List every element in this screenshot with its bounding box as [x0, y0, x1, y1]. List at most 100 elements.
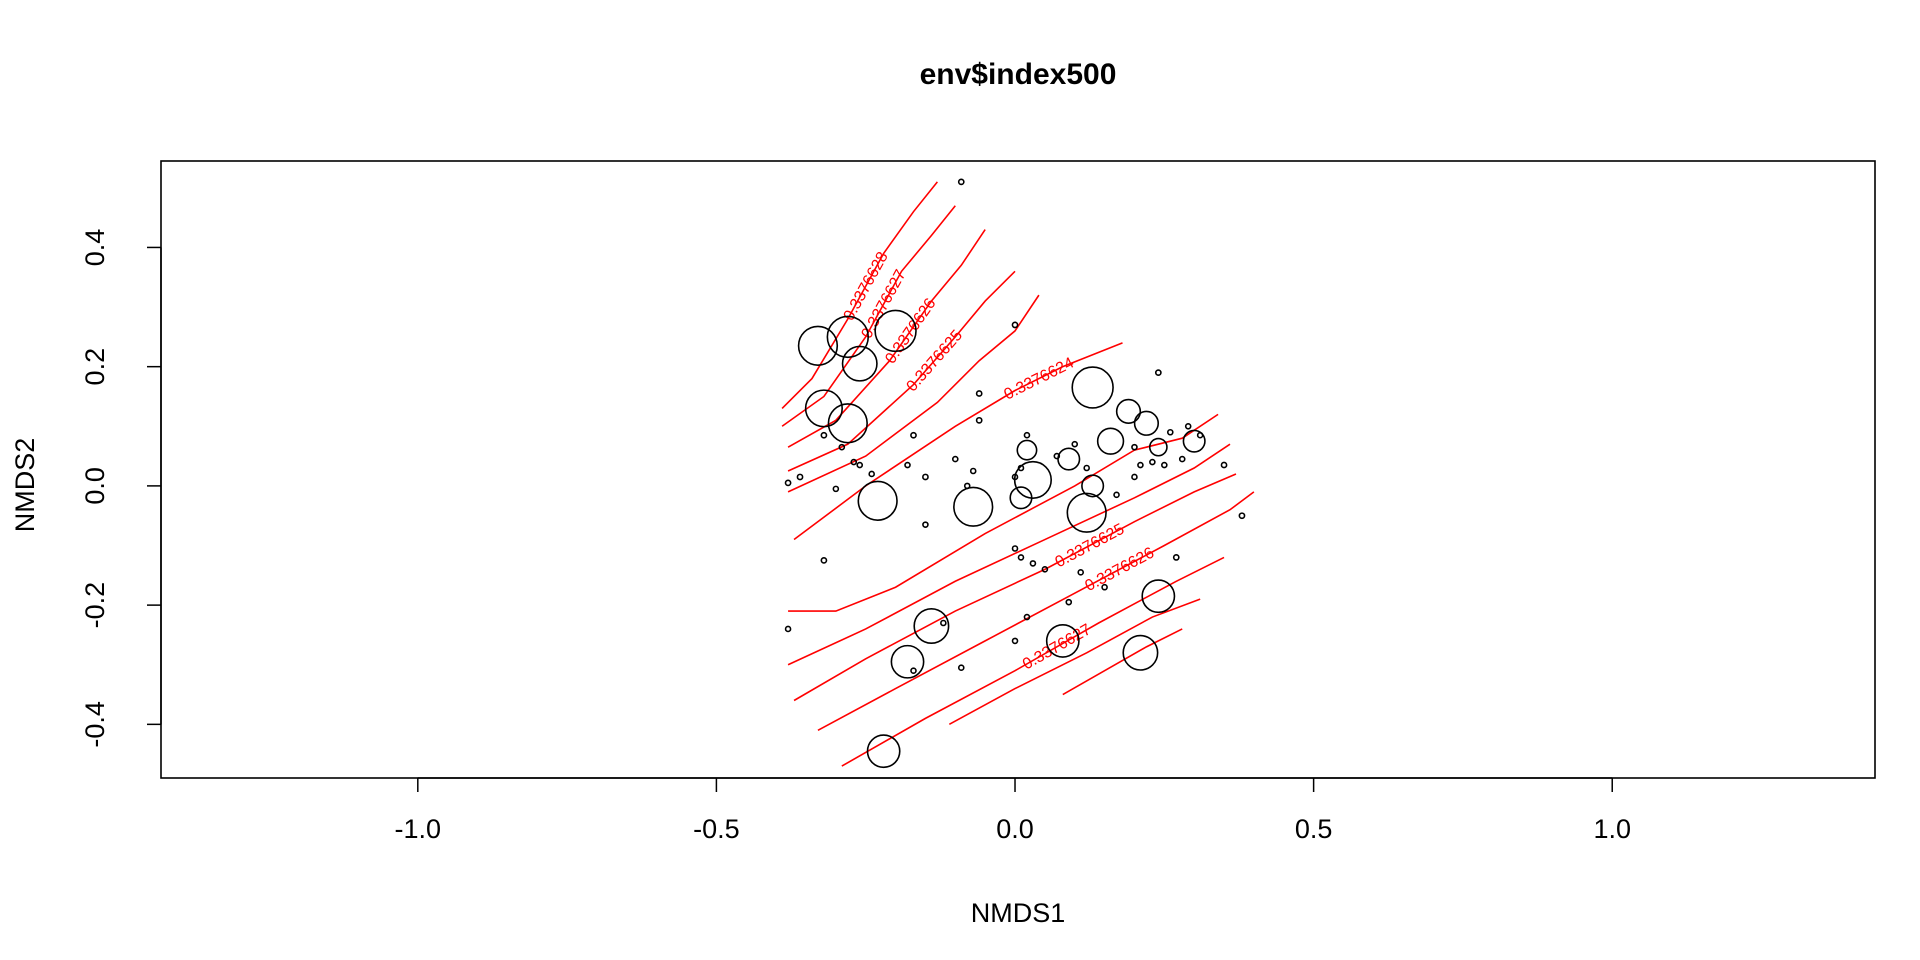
data-point	[874, 309, 917, 353]
data-point	[1071, 366, 1114, 409]
data-point	[850, 458, 858, 466]
y-tick-label: -0.4	[80, 701, 110, 748]
data-point	[1066, 492, 1107, 533]
data-point	[1011, 545, 1019, 552]
data-point	[841, 345, 878, 382]
data-point	[910, 431, 917, 439]
data-point	[1077, 569, 1085, 576]
x-tick-label: 1.0	[1593, 814, 1631, 844]
data-point	[1011, 473, 1019, 481]
data-point	[827, 403, 868, 444]
contour-line	[787, 443, 1231, 666]
contour-line	[948, 598, 1201, 726]
data-point	[1141, 579, 1176, 614]
data-point	[832, 485, 840, 493]
data-point	[820, 557, 828, 564]
data-point	[1017, 554, 1025, 561]
contour-line	[1062, 628, 1183, 696]
data-point	[1137, 461, 1144, 469]
data-point	[1113, 491, 1120, 499]
data-point	[1149, 458, 1156, 466]
data-point	[1131, 443, 1138, 451]
data-point	[1096, 427, 1125, 455]
data-point	[1154, 369, 1162, 377]
data-point	[1101, 583, 1108, 591]
data-point	[1182, 429, 1206, 453]
data-point	[1017, 464, 1025, 472]
data-point	[1148, 437, 1168, 457]
data-point	[804, 389, 843, 428]
data-point	[1045, 623, 1080, 658]
data-point	[1184, 422, 1192, 430]
data-point	[1220, 461, 1228, 469]
contour-line	[788, 413, 1219, 612]
data-point	[957, 178, 965, 186]
data-point	[1122, 634, 1159, 671]
plot-frame	[160, 160, 1876, 779]
data-point	[1178, 455, 1186, 463]
data-point	[820, 431, 828, 439]
contour-line	[841, 556, 1225, 767]
data-points	[784, 178, 1246, 769]
x-axis-label: NMDS1	[971, 898, 1066, 928]
data-point	[969, 467, 977, 475]
data-point	[1071, 440, 1079, 448]
data-point	[838, 443, 846, 451]
contour-line	[781, 181, 939, 409]
data-point	[913, 607, 950, 644]
data-point	[1011, 637, 1019, 645]
chart-title: env$index500	[920, 58, 1117, 91]
data-point	[857, 480, 898, 521]
data-point	[904, 461, 911, 469]
contour-line	[787, 270, 1016, 472]
data-point	[856, 461, 864, 469]
data-point	[922, 521, 929, 528]
data-point	[1083, 464, 1090, 472]
data-point	[890, 644, 925, 679]
data-point	[1029, 560, 1037, 567]
y-axis-label: NMDS2	[10, 438, 40, 533]
data-point	[1016, 439, 1038, 461]
data-point	[1166, 428, 1174, 436]
data-point	[957, 664, 965, 672]
data-point	[1041, 566, 1049, 573]
contour-line	[781, 205, 956, 427]
data-point	[1011, 321, 1019, 329]
y-tick-label: 0.2	[80, 348, 110, 386]
data-point	[1115, 398, 1142, 425]
data-point	[1133, 410, 1160, 436]
y-tick-label: 0.0	[80, 467, 110, 505]
data-point	[1161, 461, 1168, 469]
data-point	[975, 416, 983, 424]
data-point	[826, 315, 870, 359]
data-point	[922, 473, 929, 481]
y-tick-label: 0.4	[80, 229, 110, 267]
data-point	[1053, 452, 1061, 460]
data-point	[796, 473, 804, 481]
data-point	[1009, 486, 1033, 510]
x-tick-label: -0.5	[693, 814, 740, 844]
data-point	[940, 619, 947, 627]
data-point	[1238, 512, 1246, 520]
contour-line	[817, 491, 1255, 732]
contour-line	[787, 294, 1040, 493]
data-point	[951, 455, 959, 463]
data-point	[910, 667, 917, 674]
y-tick-label: -0.2	[80, 582, 110, 629]
data-point	[1065, 598, 1073, 606]
data-point	[1131, 473, 1138, 481]
data-point	[784, 625, 792, 633]
data-point	[1196, 431, 1204, 439]
data-point	[1023, 613, 1031, 621]
x-tick-label: 0.0	[996, 814, 1034, 844]
x-tick-label: -1.0	[395, 814, 442, 844]
contour-line	[793, 473, 1237, 702]
data-point	[868, 470, 875, 478]
x-tick-label: 0.5	[1295, 814, 1333, 844]
data-point	[797, 325, 839, 366]
data-point	[975, 390, 983, 397]
data-point	[866, 734, 901, 769]
data-point	[1081, 474, 1105, 498]
